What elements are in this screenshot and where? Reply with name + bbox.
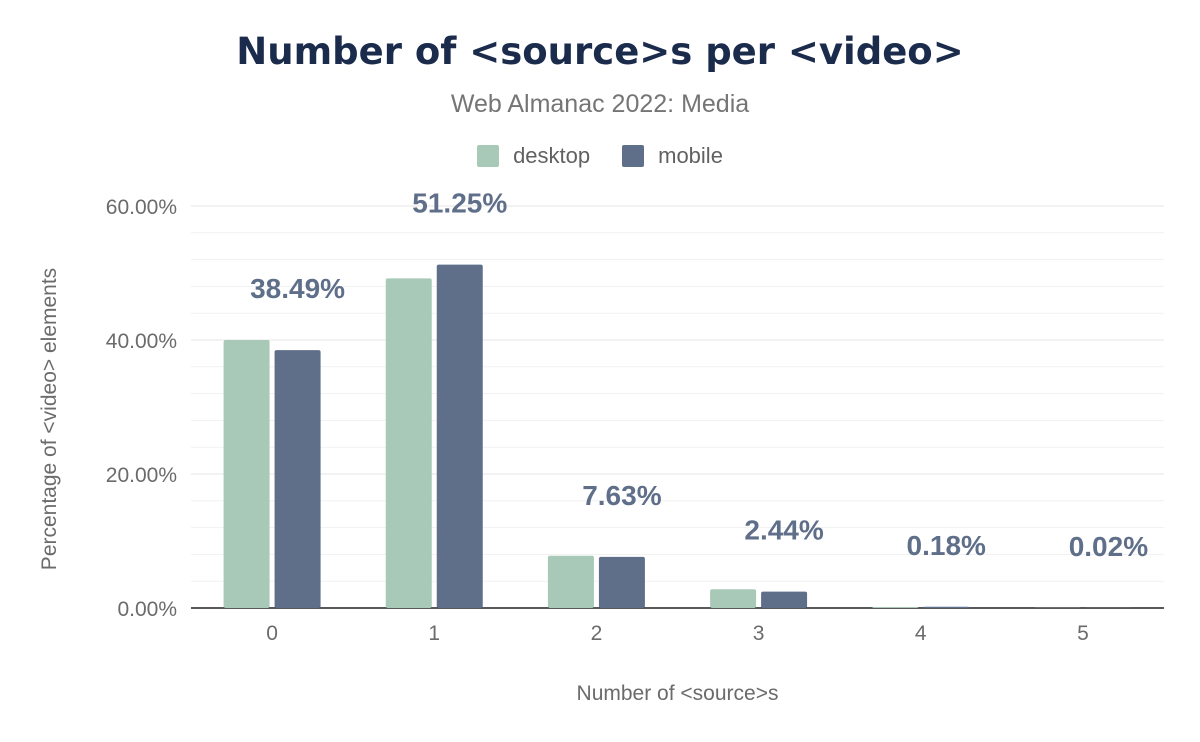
data-label: 51.25% [412, 188, 507, 219]
bar-mobile-2 [598, 556, 645, 608]
legend-label-mobile: mobile [658, 143, 723, 168]
bar-desktop-3 [710, 589, 757, 608]
bar-desktop-2 [547, 555, 594, 608]
bar-mobile-0 [274, 350, 321, 608]
y-tick-label: 40.00% [106, 330, 177, 353]
x-tick-label: 5 [1077, 622, 1089, 645]
data-label: 0.18% [907, 530, 986, 561]
x-tick-label: 4 [915, 622, 927, 645]
bar-desktop-1 [385, 278, 432, 608]
bar-mobile-1 [436, 264, 483, 608]
bar-mobile-3 [761, 591, 808, 608]
data-label: 7.63% [582, 480, 661, 511]
x-tick-label: 1 [428, 622, 440, 645]
bar-desktop-4 [872, 606, 919, 608]
legend-swatch-desktop [477, 145, 500, 167]
legend-label-desktop: desktop [513, 143, 591, 168]
legend: desktop mobile [0, 143, 1200, 169]
y-tick-label: 20.00% [106, 464, 177, 487]
y-tick-label: 0.00% [117, 598, 177, 621]
legend-swatch-mobile [622, 145, 645, 167]
chart-title: Number of <source>s per <video> [236, 30, 964, 73]
data-label: 38.49% [250, 273, 345, 304]
legend-item-desktop[interactable]: desktop [477, 143, 590, 169]
bar-desktop-0 [223, 340, 270, 608]
x-axis-title: Number of <source>s [577, 682, 779, 705]
bar-mobile-4 [923, 606, 970, 608]
y-axis-title: Percentage of <video> elements [38, 268, 61, 570]
data-label: 0.02% [1069, 531, 1148, 562]
x-tick-label: 0 [266, 622, 278, 645]
data-label: 2.44% [744, 515, 823, 546]
legend-item-mobile[interactable]: mobile [622, 143, 723, 169]
x-tick-label: 3 [753, 622, 765, 645]
chart-subtitle: Web Almanac 2022: Media [450, 90, 750, 118]
x-tick-label: 2 [591, 622, 603, 645]
y-tick-label: 60.00% [106, 196, 177, 219]
